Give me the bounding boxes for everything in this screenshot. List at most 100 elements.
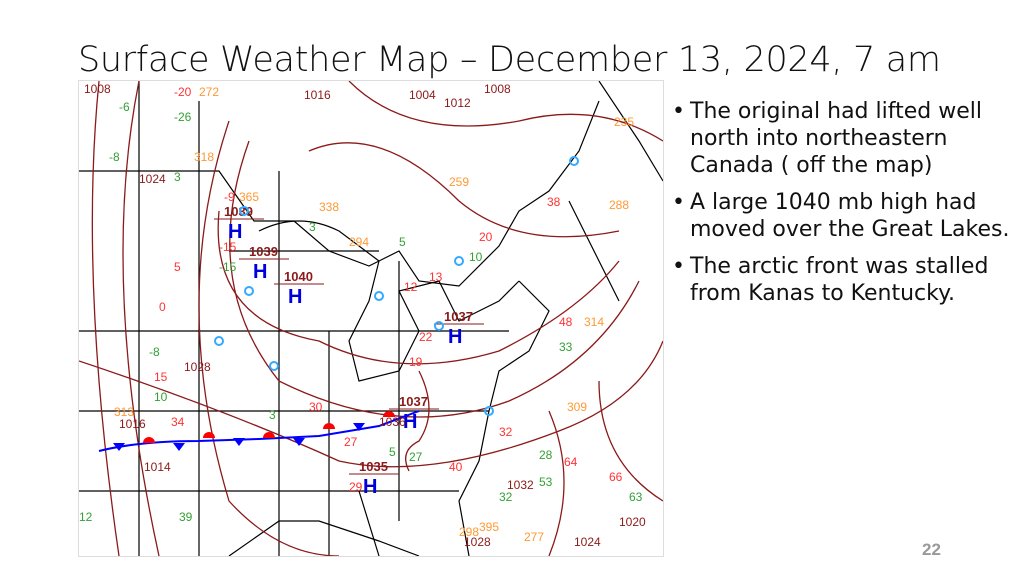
dewpoint-value: 27 (409, 450, 423, 464)
pressure-value: 272 (199, 85, 219, 99)
high-pressure-value: 1035 (359, 459, 388, 474)
surface-weather-map: 1039 H 1039 H 1040 H 1037 H 1037 H 1035 H 1008 1016 10… (78, 80, 664, 557)
dewpoint-value: 3 (174, 170, 181, 184)
isobar-label: 1036 (379, 415, 406, 429)
cold-front-triangle (233, 438, 245, 446)
cold-front-triangle (173, 443, 185, 451)
great-lakes-outline (258, 220, 520, 382)
dewpoint-value: 39 (179, 510, 193, 524)
station-circle-icon (244, 286, 254, 296)
isobar-label: 1024 (139, 172, 166, 186)
pressure-value: 298 (459, 525, 479, 539)
warm-front-semicircle (323, 423, 335, 429)
dewpoint-value: -6 (119, 100, 130, 114)
station-circle-icon (374, 291, 384, 301)
temperature-value: 40 (449, 460, 463, 474)
pressure-value: 294 (349, 235, 369, 249)
dewpoint-value: 10 (154, 390, 168, 404)
warm-front-semicircle (203, 432, 215, 438)
dewpoint-value: -8 (109, 150, 120, 164)
station-circle-icon (239, 206, 249, 216)
temperature-value: 30 (309, 400, 323, 414)
dewpoint-value: 3 (309, 220, 316, 234)
high-pressure-symbol: H (448, 326, 462, 348)
pressure-value: 395 (479, 520, 499, 534)
bullet-item: • The arctic front was stalled from Kanas… (670, 253, 1020, 307)
high-pressure-symbol: H (253, 261, 267, 283)
station-circle-icon (214, 336, 224, 346)
pressure-value: 365 (239, 190, 259, 204)
pressure-value: 288 (609, 198, 629, 212)
temperature-value: 5 (174, 260, 181, 274)
pressure-value: 277 (524, 530, 544, 544)
isobar-label: 1008 (484, 82, 511, 96)
high-pressure-symbol: H (403, 411, 417, 433)
high-pressure-value: 1040 (284, 269, 313, 284)
high-pressure-symbol: H (228, 221, 242, 243)
bullet-dot: • (672, 254, 685, 279)
temperature-value: 64 (564, 455, 578, 469)
temperature-value: 0 (159, 300, 166, 314)
warm-front-semicircle (143, 437, 155, 443)
dewpoint-value: 10 (469, 250, 483, 264)
high-pressure-value: 1037 (444, 309, 473, 324)
bullet-item: • A large 1040 mb high had moved over the… (670, 189, 1020, 243)
station-circle-icon (454, 256, 464, 266)
station-circle-icon (269, 361, 279, 371)
bullet-item: • The original had lifted well north into… (670, 98, 1020, 179)
dewpoint-value: 53 (539, 475, 553, 489)
bullet-text: The arctic front was stalled from Kanas … (690, 254, 989, 306)
pressure-value: 235 (614, 115, 634, 129)
pressure-value: 259 (449, 175, 469, 189)
dewpoint-value: 63 (629, 490, 643, 504)
dewpoint-value: 5 (399, 235, 406, 249)
dewpoint-value: -15 (219, 260, 237, 274)
pressure-value: 313 (114, 405, 134, 419)
dewpoint-value: 5 (389, 445, 396, 459)
cold-front-triangle (293, 438, 305, 446)
warm-front-semicircle (383, 411, 395, 417)
isobar-label: 1012 (444, 96, 471, 110)
temperature-value: 48 (559, 315, 573, 329)
dewpoint-value: -26 (174, 110, 192, 124)
temperature-value: -20 (174, 85, 192, 99)
east-coast (458, 280, 550, 557)
pressure-value: 318 (194, 150, 214, 164)
isobar-label: 1024 (574, 535, 601, 549)
station-circle-icon (434, 321, 444, 331)
dewpoint-value: -8 (149, 345, 160, 359)
station-circle-icon (484, 406, 494, 416)
bullet-text: A large 1040 mb high had moved over the … (690, 190, 1010, 242)
isobar-label: 1008 (84, 82, 111, 96)
isobar-label: 1016 (119, 417, 146, 431)
temperature-value: -9 (224, 190, 235, 204)
temperature-value: 19 (409, 355, 423, 369)
bullet-dot: • (672, 190, 685, 215)
isobar-label: 1014 (144, 460, 171, 474)
bullet-dot: • (672, 99, 685, 124)
high-pressure-symbol: H (363, 476, 377, 498)
station-circle-icon (569, 156, 579, 166)
isobar-label: 1028 (184, 360, 211, 374)
stationary-front-line (98, 410, 420, 452)
dewpoint-value: 32 (499, 490, 513, 504)
high-pressure-symbol: H (288, 286, 302, 308)
temperature-value: 66 (609, 470, 623, 484)
pressure-value: 309 (567, 400, 587, 414)
warm-front-semicircle (263, 432, 275, 438)
cold-front-triangle (113, 443, 125, 451)
temperature-value: 20 (479, 230, 493, 244)
arctic-front (98, 410, 420, 452)
bullet-list: • The original had lifted well north into… (670, 98, 1020, 317)
page-number: 22 (922, 540, 941, 559)
isobar-label: 1004 (409, 88, 436, 102)
temperature-value: 12 (404, 280, 418, 294)
dewpoint-value: 3 (269, 408, 276, 422)
slide-title: Surface Weather Map – December 13, 2024,… (78, 40, 941, 80)
gulf-coast (228, 520, 420, 557)
temperature-value: 27 (344, 435, 358, 449)
bullet-text: The original had lifted well north into … (690, 99, 982, 178)
dewpoint-value: 12 (79, 510, 93, 524)
high-pressure-value: 1037 (399, 394, 428, 409)
